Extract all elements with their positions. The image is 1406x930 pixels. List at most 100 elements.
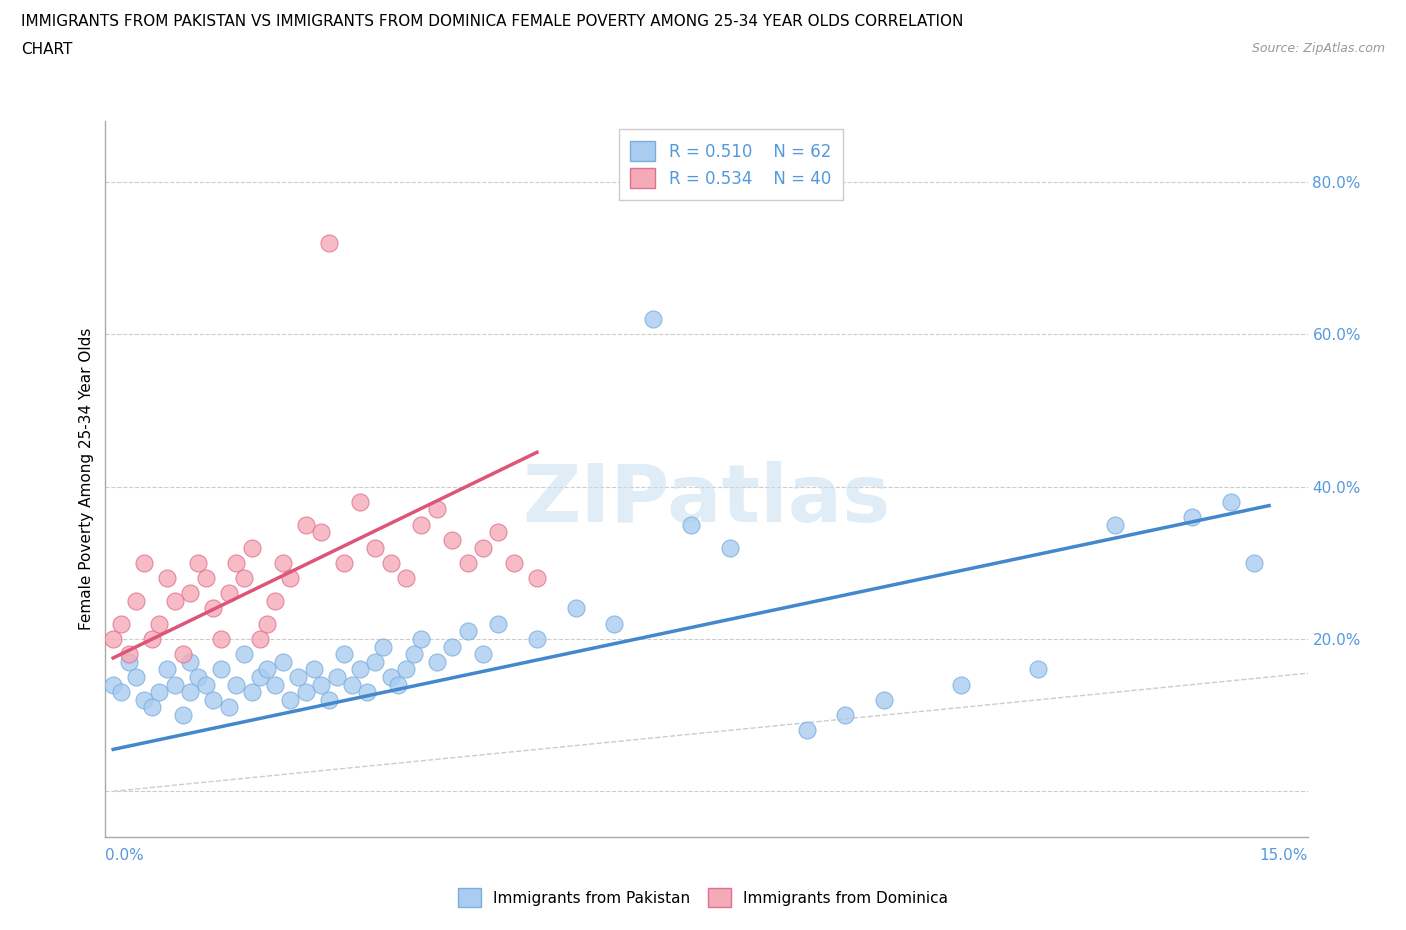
Point xyxy=(156,662,179,677)
Point xyxy=(395,570,418,585)
Point xyxy=(163,677,186,692)
Point xyxy=(302,662,325,677)
Point xyxy=(364,540,387,555)
Point xyxy=(426,655,449,670)
Point xyxy=(681,517,703,532)
Point xyxy=(202,693,225,708)
Text: Source: ZipAtlas.com: Source: ZipAtlas.com xyxy=(1251,42,1385,55)
Point xyxy=(356,684,378,699)
Point xyxy=(380,670,402,684)
Point xyxy=(101,631,124,646)
Point xyxy=(349,662,371,677)
Point xyxy=(309,525,332,539)
Point xyxy=(441,639,464,654)
Point xyxy=(101,677,124,692)
Point xyxy=(457,624,479,639)
Point xyxy=(1243,555,1265,570)
Point xyxy=(125,593,148,608)
Point xyxy=(411,631,433,646)
Point xyxy=(364,655,387,670)
Point xyxy=(488,525,510,539)
Text: IMMIGRANTS FROM PAKISTAN VS IMMIGRANTS FROM DOMINICA FEMALE POVERTY AMONG 25-34 : IMMIGRANTS FROM PAKISTAN VS IMMIGRANTS F… xyxy=(21,14,963,29)
Point xyxy=(1181,510,1204,525)
Point xyxy=(218,700,240,715)
Point xyxy=(564,601,586,616)
Point xyxy=(163,593,186,608)
Point xyxy=(233,570,256,585)
Point xyxy=(457,555,479,570)
Point xyxy=(172,646,194,661)
Legend: Immigrants from Pakistan, Immigrants from Dominica: Immigrants from Pakistan, Immigrants fro… xyxy=(451,883,955,913)
Point xyxy=(834,708,856,723)
Point xyxy=(117,655,139,670)
Point xyxy=(264,677,287,692)
Point xyxy=(117,646,139,661)
Point xyxy=(110,617,132,631)
Text: ZIPatlas: ZIPatlas xyxy=(523,461,890,539)
Point xyxy=(209,631,232,646)
Point xyxy=(256,662,278,677)
Point xyxy=(526,570,548,585)
Point xyxy=(141,700,163,715)
Point xyxy=(271,555,294,570)
Point xyxy=(132,693,155,708)
Point xyxy=(179,586,201,601)
Point xyxy=(295,517,318,532)
Point xyxy=(949,677,972,692)
Point xyxy=(426,502,449,517)
Point xyxy=(1026,662,1049,677)
Point xyxy=(280,693,302,708)
Point xyxy=(1219,495,1241,510)
Point xyxy=(387,677,409,692)
Point xyxy=(380,555,402,570)
Point xyxy=(488,617,510,631)
Point xyxy=(187,555,209,570)
Point xyxy=(325,670,347,684)
Point xyxy=(796,723,818,737)
Point xyxy=(318,693,340,708)
Point xyxy=(309,677,332,692)
Point xyxy=(194,677,217,692)
Point xyxy=(179,684,201,699)
Point xyxy=(141,631,163,646)
Point xyxy=(340,677,363,692)
Point xyxy=(349,495,371,510)
Point xyxy=(395,662,418,677)
Point xyxy=(472,646,495,661)
Point xyxy=(264,593,287,608)
Point xyxy=(472,540,495,555)
Point xyxy=(295,684,318,699)
Legend: R = 0.510    N = 62, R = 0.534    N = 40: R = 0.510 N = 62, R = 0.534 N = 40 xyxy=(619,129,842,200)
Point xyxy=(249,631,271,646)
Point xyxy=(287,670,309,684)
Point xyxy=(280,570,302,585)
Point xyxy=(249,670,271,684)
Point xyxy=(225,555,247,570)
Point xyxy=(641,312,664,326)
Point xyxy=(148,684,170,699)
Point xyxy=(256,617,278,631)
Point xyxy=(318,235,340,250)
Point xyxy=(202,601,225,616)
Point xyxy=(873,693,896,708)
Point xyxy=(502,555,524,570)
Point xyxy=(225,677,247,692)
Point xyxy=(172,708,194,723)
Point xyxy=(371,639,394,654)
Point xyxy=(526,631,548,646)
Text: 15.0%: 15.0% xyxy=(1260,848,1308,863)
Point xyxy=(333,555,356,570)
Point xyxy=(333,646,356,661)
Point xyxy=(194,570,217,585)
Point xyxy=(132,555,155,570)
Text: CHART: CHART xyxy=(21,42,73,57)
Point xyxy=(233,646,256,661)
Point xyxy=(179,655,201,670)
Point xyxy=(441,533,464,548)
Point xyxy=(402,646,425,661)
Point xyxy=(187,670,209,684)
Point xyxy=(240,540,263,555)
Point xyxy=(148,617,170,631)
Point xyxy=(110,684,132,699)
Point xyxy=(411,517,433,532)
